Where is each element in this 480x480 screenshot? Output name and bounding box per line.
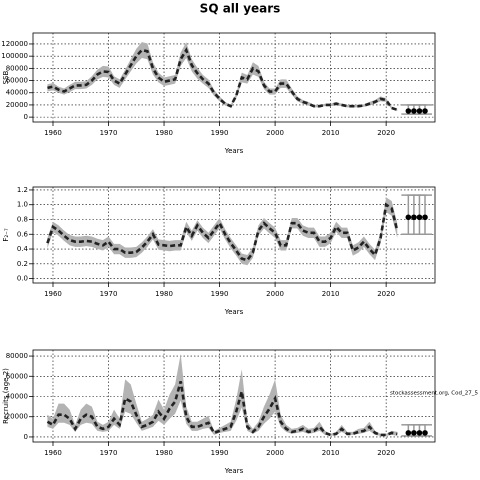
forecast-point xyxy=(422,430,428,436)
confidence-band xyxy=(47,197,398,266)
forecast-point xyxy=(411,214,417,221)
forecast-point xyxy=(416,214,423,221)
y-axis-label: SSB xyxy=(2,70,10,84)
x-tick-label: 2020 xyxy=(377,449,395,457)
plot-frame xyxy=(32,186,436,284)
forecast-point xyxy=(416,430,423,436)
y-tick-label: 40000 xyxy=(6,393,28,401)
x-tick-label: 2000 xyxy=(266,129,284,137)
estimate-line xyxy=(47,47,398,112)
y-tick-label: 40000 xyxy=(6,89,28,97)
y-tick-label: 0.0 xyxy=(17,275,28,283)
y-tick-label: 20000 xyxy=(6,101,28,109)
x-tick-label: 1980 xyxy=(155,129,173,137)
x-tick-label: 1980 xyxy=(155,449,173,457)
forecast-point xyxy=(405,430,412,436)
x-tick-label: 1980 xyxy=(155,290,173,298)
y-tick-label: 100000 xyxy=(1,52,28,60)
x-axis-label: Years xyxy=(224,147,244,155)
x-tick-label: 1970 xyxy=(100,290,118,298)
confidence-band xyxy=(47,354,398,436)
x-tick-label: 1970 xyxy=(100,449,118,457)
y-tick-label: 80000 xyxy=(6,64,28,72)
y-tick-label: 1.0 xyxy=(17,201,28,209)
x-tick-label: 1970 xyxy=(100,129,118,137)
y-axis-label: F₂₋₇ xyxy=(2,228,10,242)
y-axis-label: Recruits (age 2) xyxy=(2,368,10,424)
y-tick-label: 0 xyxy=(24,433,28,441)
y-tick-label: 80000 xyxy=(6,352,28,360)
y-tick-label: 0.2 xyxy=(17,260,28,268)
x-axis-label: Years xyxy=(224,308,244,316)
x-tick-label: 2010 xyxy=(322,129,340,137)
plot-frame xyxy=(32,32,436,123)
plot-frame xyxy=(32,349,436,443)
x-tick-label: 2010 xyxy=(322,449,340,457)
x-tick-label: 1990 xyxy=(211,129,229,137)
x-tick-label: 1960 xyxy=(44,290,62,298)
x-tick-label: 1960 xyxy=(44,449,62,457)
x-tick-label: 2000 xyxy=(266,290,284,298)
x-axis-label: Years xyxy=(224,467,244,475)
forecast-point xyxy=(411,430,417,436)
y-tick-label: 0 xyxy=(24,113,28,121)
forecast-point xyxy=(422,214,428,221)
x-tick-label: 1990 xyxy=(211,449,229,457)
y-tick-label: 0.4 xyxy=(17,245,29,253)
y-tick-label: 20000 xyxy=(6,413,28,421)
x-tick-label: 2020 xyxy=(377,290,395,298)
forecast-point xyxy=(405,108,412,114)
estimate-line xyxy=(46,202,399,262)
y-tick-label: 1.2 xyxy=(17,186,28,194)
x-tick-label: 1960 xyxy=(44,129,62,137)
x-tick-label: 2000 xyxy=(266,449,284,457)
annotation: stockassessment.org, Cod_27_5 xyxy=(390,391,479,397)
forecast-point xyxy=(411,108,417,114)
y-tick-label: 120000 xyxy=(1,40,28,48)
forecast-point xyxy=(422,108,428,114)
y-tick-label: 0.8 xyxy=(17,215,28,223)
y-tick-label: 60000 xyxy=(6,372,28,380)
figure-title: SQ all years xyxy=(200,2,281,16)
x-tick-label: 1990 xyxy=(211,290,229,298)
x-tick-label: 2010 xyxy=(322,290,340,298)
y-tick-label: 0.6 xyxy=(17,230,29,238)
y-tick-label: 60000 xyxy=(6,77,28,85)
x-tick-label: 2020 xyxy=(377,129,395,137)
forecast-point xyxy=(416,108,423,114)
forecast-point xyxy=(405,214,412,221)
